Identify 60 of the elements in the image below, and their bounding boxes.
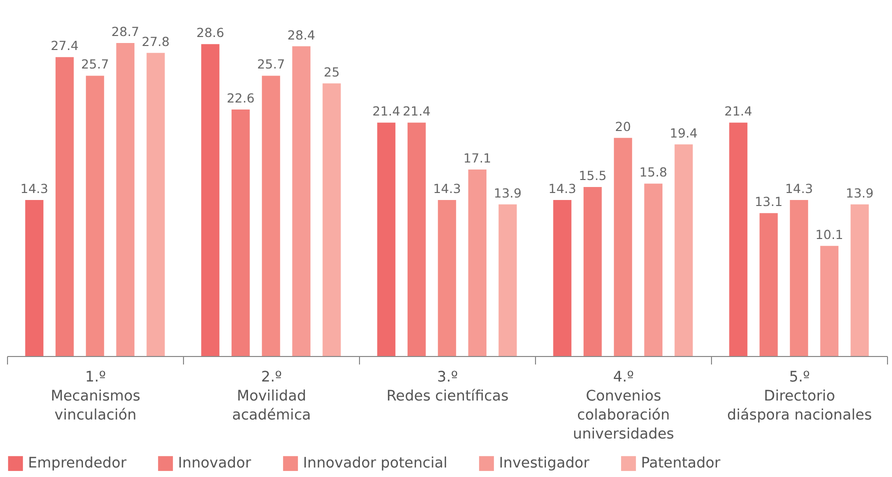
legend-label: Innovador potencial	[303, 456, 448, 472]
bar	[468, 170, 486, 356]
data-label: 21.4	[402, 104, 431, 119]
bar	[790, 200, 808, 356]
x-tick-label: 4.º Convenios colaboración universidades	[572, 370, 674, 442]
legend-label: Innovador	[178, 456, 252, 472]
bar	[438, 200, 456, 356]
bar	[674, 144, 693, 356]
bar	[377, 122, 396, 356]
data-label: 15.8	[639, 164, 668, 180]
data-label: 21.4	[724, 104, 752, 119]
bar	[25, 200, 44, 356]
data-label: 13.1	[754, 194, 783, 210]
data-label: 27.4	[50, 38, 79, 54]
data-label: 28.4	[287, 27, 316, 42]
data-label: 28.6	[196, 25, 224, 40]
bar	[322, 83, 341, 356]
data-label: 14.3	[785, 181, 813, 196]
bar	[760, 213, 778, 356]
data-label: 21.4	[372, 104, 400, 119]
data-label: 14.3	[20, 181, 48, 196]
bar	[584, 186, 602, 356]
bar	[56, 57, 74, 356]
bar	[86, 76, 104, 356]
bar	[201, 44, 220, 356]
legend-label: Investigador	[499, 456, 590, 472]
bar	[292, 46, 310, 356]
data-label: 14.3	[433, 181, 461, 196]
bar	[146, 52, 165, 356]
bar	[553, 200, 572, 356]
data-label: 13.9	[494, 185, 522, 200]
data-label: 25.7	[81, 56, 109, 72]
data-label: 28.7	[111, 24, 140, 39]
bar	[614, 138, 632, 356]
data-label: 15.5	[578, 168, 607, 183]
bar	[262, 76, 280, 356]
data-label: 13.9	[846, 185, 874, 200]
x-tick-label: 1.º Mecanismos vinculación	[50, 370, 140, 424]
x-tick-label: 3.º Redes científicas	[386, 370, 509, 404]
x-tick-label: 5.º Directorio diáspora nacionales	[727, 370, 872, 424]
bar	[408, 122, 426, 356]
x-tick-label: 2.º Movilidad académica	[232, 370, 311, 424]
data-label: 19.4	[670, 125, 698, 140]
bar	[850, 204, 869, 356]
bar	[729, 122, 748, 356]
data-label: 14.3	[548, 181, 576, 196]
data-label: 25	[324, 64, 340, 80]
bar	[232, 110, 250, 356]
data-label: 20	[615, 118, 631, 134]
bar	[116, 43, 134, 356]
data-label: 17.1	[463, 150, 492, 166]
data-label: 25.7	[257, 56, 285, 72]
bar	[498, 204, 517, 356]
bar	[820, 246, 838, 356]
data-label: 10.1	[815, 226, 844, 242]
legend-label: Patentador	[641, 456, 720, 472]
data-label: 22.6	[226, 90, 255, 106]
data-label: 27.8	[142, 34, 170, 49]
legend-label: Emprendedor	[28, 456, 126, 472]
bar	[644, 184, 662, 356]
